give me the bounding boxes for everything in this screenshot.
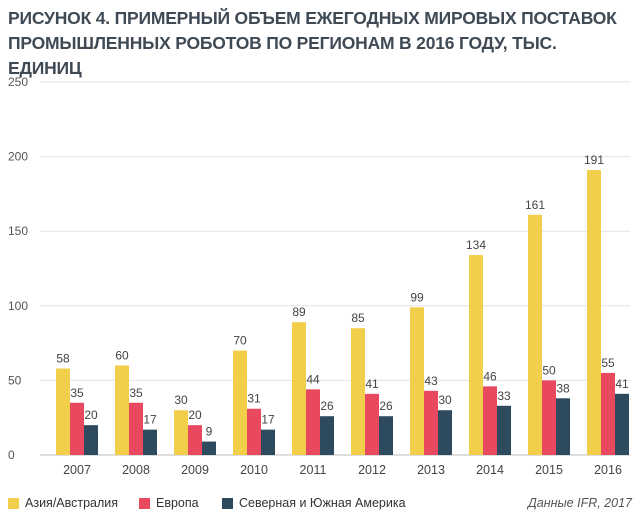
- legend-item-asia: Азия/Австралия: [8, 496, 118, 510]
- data-label: 30: [174, 393, 188, 407]
- legend-swatch-americas: [222, 497, 233, 509]
- legend-swatch-europe: [139, 497, 150, 509]
- x-tick-label: 2014: [476, 463, 504, 477]
- bar-2015-2: [556, 398, 570, 455]
- bar-2015-1: [542, 380, 556, 455]
- bar-2010-0: [233, 350, 247, 455]
- data-label: 41: [365, 377, 379, 391]
- bar-2014-0: [469, 255, 483, 455]
- data-label: 20: [84, 408, 98, 422]
- legend: Азия/Австралия Европа Северная и Южная А…: [8, 494, 634, 514]
- bar-2009-1: [188, 425, 202, 455]
- x-tick-label: 2016: [594, 463, 622, 477]
- data-label: 17: [261, 413, 275, 427]
- legend-label-asia: Азия/Австралия: [25, 496, 119, 510]
- bar-2012-1: [365, 393, 379, 455]
- y-tick-label: 50: [8, 373, 22, 387]
- y-tick-label: 250: [8, 75, 28, 89]
- data-label: 26: [320, 399, 334, 413]
- bar-2012-2: [379, 416, 393, 455]
- bar-2013-2: [438, 410, 452, 455]
- data-label: 50: [542, 363, 556, 377]
- data-label: 26: [379, 399, 393, 413]
- bars: [56, 170, 629, 455]
- legend-label-europe: Европа: [156, 496, 199, 510]
- bar-2013-0: [410, 307, 424, 455]
- bar-2010-2: [261, 429, 275, 455]
- bar-2011-2: [320, 416, 334, 455]
- bar-2007-1: [70, 402, 84, 455]
- data-label: 89: [292, 305, 306, 319]
- bar-2014-2: [497, 405, 511, 455]
- bar-2007-2: [84, 425, 98, 455]
- x-tick-label: 2008: [122, 463, 150, 477]
- y-tick-label: 150: [8, 224, 28, 238]
- data-label: 17: [143, 413, 157, 427]
- data-source-note: Данные IFR, 2017: [527, 496, 632, 510]
- y-tick-label: 100: [8, 299, 28, 313]
- data-label: 43: [424, 374, 438, 388]
- bar-2011-0: [292, 322, 306, 455]
- bar-2015-0: [528, 214, 542, 455]
- bar-2008-1: [129, 402, 143, 455]
- bar-2009-0: [174, 410, 188, 455]
- x-tick-label: 2011: [300, 463, 327, 477]
- bar-2008-0: [115, 365, 129, 455]
- data-label: 35: [129, 386, 143, 400]
- bar-2016-2: [615, 393, 629, 455]
- bar-2014-1: [483, 386, 497, 455]
- legend-swatch-asia: [8, 497, 19, 509]
- data-label: 85: [351, 311, 365, 325]
- legend-item-americas: Северная и Южная Америка: [222, 496, 406, 510]
- legend-item-europe: Европа: [139, 496, 199, 510]
- y-tick-label: 0: [8, 448, 15, 462]
- data-label: 20: [188, 408, 202, 422]
- bar-2016-0: [587, 170, 601, 455]
- bar-2009-2: [202, 441, 216, 455]
- x-tick-label: 2012: [358, 463, 386, 477]
- data-label: 44: [306, 372, 320, 386]
- x-tick-label: 2007: [63, 463, 91, 477]
- data-label: 191: [584, 153, 604, 167]
- bar-2010-1: [247, 408, 261, 455]
- legend-label-americas: Северная и Южная Америка: [239, 496, 406, 510]
- data-label: 38: [556, 381, 570, 395]
- x-tick-label: 2009: [181, 463, 209, 477]
- data-label: 55: [601, 356, 615, 370]
- chart-title: РИСУНОК 4. ПРИМЕРНЫЙ ОБЪЕМ ЕЖЕГОДНЫХ МИР…: [8, 8, 617, 78]
- y-tick-label: 200: [8, 150, 28, 164]
- y-axis-ticks: 0 50 100 150 200 250: [8, 75, 28, 462]
- x-axis-ticks: 2007 2008 2009 2010 2011 2012 2013 2014 2015 2016: [63, 463, 622, 477]
- data-label: 134: [466, 238, 486, 252]
- data-label: 70: [233, 334, 247, 348]
- x-tick-label: 2015: [535, 463, 563, 477]
- data-label: 9: [206, 425, 213, 439]
- bar-2007-0: [56, 368, 70, 455]
- data-label: 31: [247, 392, 261, 406]
- data-label: 33: [497, 389, 511, 403]
- bar-2011-1: [306, 389, 320, 455]
- data-label: 60: [115, 348, 129, 362]
- data-labels: 5835206035173020970311789442685412699433…: [56, 153, 629, 439]
- bar-2013-1: [424, 390, 438, 455]
- bar-2012-0: [351, 328, 365, 455]
- x-tick-label: 2010: [240, 463, 268, 477]
- data-label: 99: [410, 290, 424, 304]
- data-label: 161: [525, 198, 545, 212]
- bar-2008-2: [143, 429, 157, 455]
- data-label: 41: [615, 377, 629, 391]
- x-tick-label: 2013: [417, 463, 445, 477]
- data-label: 30: [438, 393, 452, 407]
- data-label: 46: [483, 369, 497, 383]
- bar-2016-1: [601, 372, 615, 455]
- data-label: 58: [56, 351, 70, 365]
- data-label: 35: [70, 386, 84, 400]
